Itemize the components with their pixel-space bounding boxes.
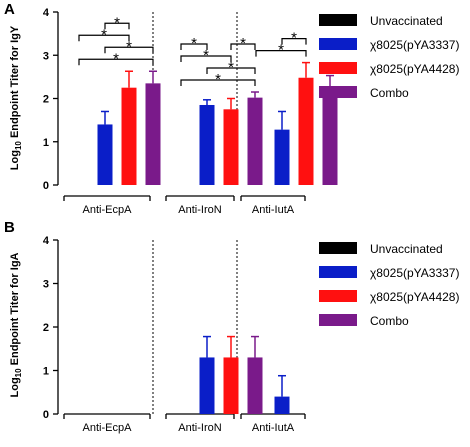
bar — [274, 129, 290, 185]
legend-swatch — [319, 266, 357, 278]
significance-star: * — [278, 42, 284, 59]
legend-label: χ8025(pYA4428) — [370, 62, 459, 76]
significance-bracket — [180, 43, 208, 51]
x-category-label: Anti-EcpA — [83, 204, 133, 216]
significance-star: * — [114, 14, 120, 31]
x-category-label: Anti-IroN — [178, 422, 221, 434]
significance-bracket — [230, 43, 256, 51]
significance-star: * — [203, 47, 209, 64]
y-tick-label: 2 — [43, 322, 49, 334]
bar — [199, 357, 215, 414]
bar — [274, 396, 290, 414]
significance-bracket — [180, 55, 232, 63]
significance-bracket — [180, 79, 256, 87]
significance-star: * — [101, 26, 107, 43]
legend-label: Unvaccinated — [370, 14, 443, 28]
bar — [145, 83, 161, 185]
bar — [322, 90, 338, 185]
bar — [247, 357, 263, 414]
panel-a: A Log10 Endpoint Titer for IgY 0 1 2 3 4 Anti-E… — [4, 1, 459, 216]
significance-bracket — [255, 50, 307, 57]
y-tick-label: 2 — [43, 94, 49, 106]
bar — [97, 124, 113, 185]
bar — [223, 109, 239, 185]
bar — [298, 77, 314, 185]
y-tick-label: 1 — [43, 366, 49, 378]
bar — [121, 87, 137, 185]
legend-label: Combo — [370, 314, 409, 328]
bar — [223, 357, 239, 414]
significance-star: * — [215, 71, 221, 88]
bar — [247, 97, 263, 185]
significance-bracket — [281, 38, 307, 45]
y-tick-label: 3 — [43, 50, 49, 62]
y-tick-label: 0 — [43, 409, 49, 421]
y-tick-label: 3 — [43, 279, 49, 291]
panel-b: B Log10 Endpoint Titer for IgA 0 1 2 3 4 Anti-E… — [4, 219, 459, 434]
legend-label: χ8025(pYA3337) — [370, 38, 459, 52]
legend-swatch — [319, 38, 357, 50]
significance-bracket — [78, 58, 154, 66]
x-category-label: Anti-EcpA — [83, 422, 133, 434]
significance-bracket — [104, 46, 154, 54]
panel-letter: A — [4, 1, 15, 18]
legend-label: Combo — [370, 86, 409, 100]
significance-star: * — [228, 59, 234, 76]
legend-label: χ8025(pYA3337) — [370, 266, 459, 280]
x-category-label: Anti-IroN — [178, 204, 221, 216]
legend-swatch — [319, 14, 357, 26]
legend-swatch — [319, 290, 357, 302]
legend-label: Unvaccinated — [370, 242, 443, 256]
significance-star: * — [113, 50, 119, 67]
significance-star: * — [291, 30, 297, 47]
y-tick-label: 4 — [43, 7, 50, 19]
legend-label: χ8025(pYA4428) — [370, 290, 459, 304]
significance-star: * — [240, 35, 246, 52]
significance-bracket — [206, 67, 256, 75]
significance-bracket — [104, 22, 130, 30]
bar — [199, 104, 215, 185]
y-axis-title: Log10 Endpoint Titer for IgY — [9, 25, 23, 170]
legend-swatch — [319, 314, 357, 326]
x-category-label: Anti-IutA — [252, 204, 295, 216]
legend-swatch — [319, 86, 357, 98]
significance-bracket — [78, 34, 130, 42]
significance-star: * — [126, 38, 132, 55]
panel-letter: B — [4, 219, 15, 236]
y-tick-label: 1 — [43, 137, 49, 149]
legend-swatch — [319, 242, 357, 254]
y-axis-title: Log10 Endpoint Titer for IgA — [9, 252, 23, 397]
y-tick-label: 0 — [43, 180, 49, 192]
legend-swatch — [319, 62, 357, 74]
x-category-label: Anti-IutA — [252, 422, 295, 434]
significance-star: * — [191, 35, 197, 52]
y-tick-label: 4 — [43, 235, 50, 247]
